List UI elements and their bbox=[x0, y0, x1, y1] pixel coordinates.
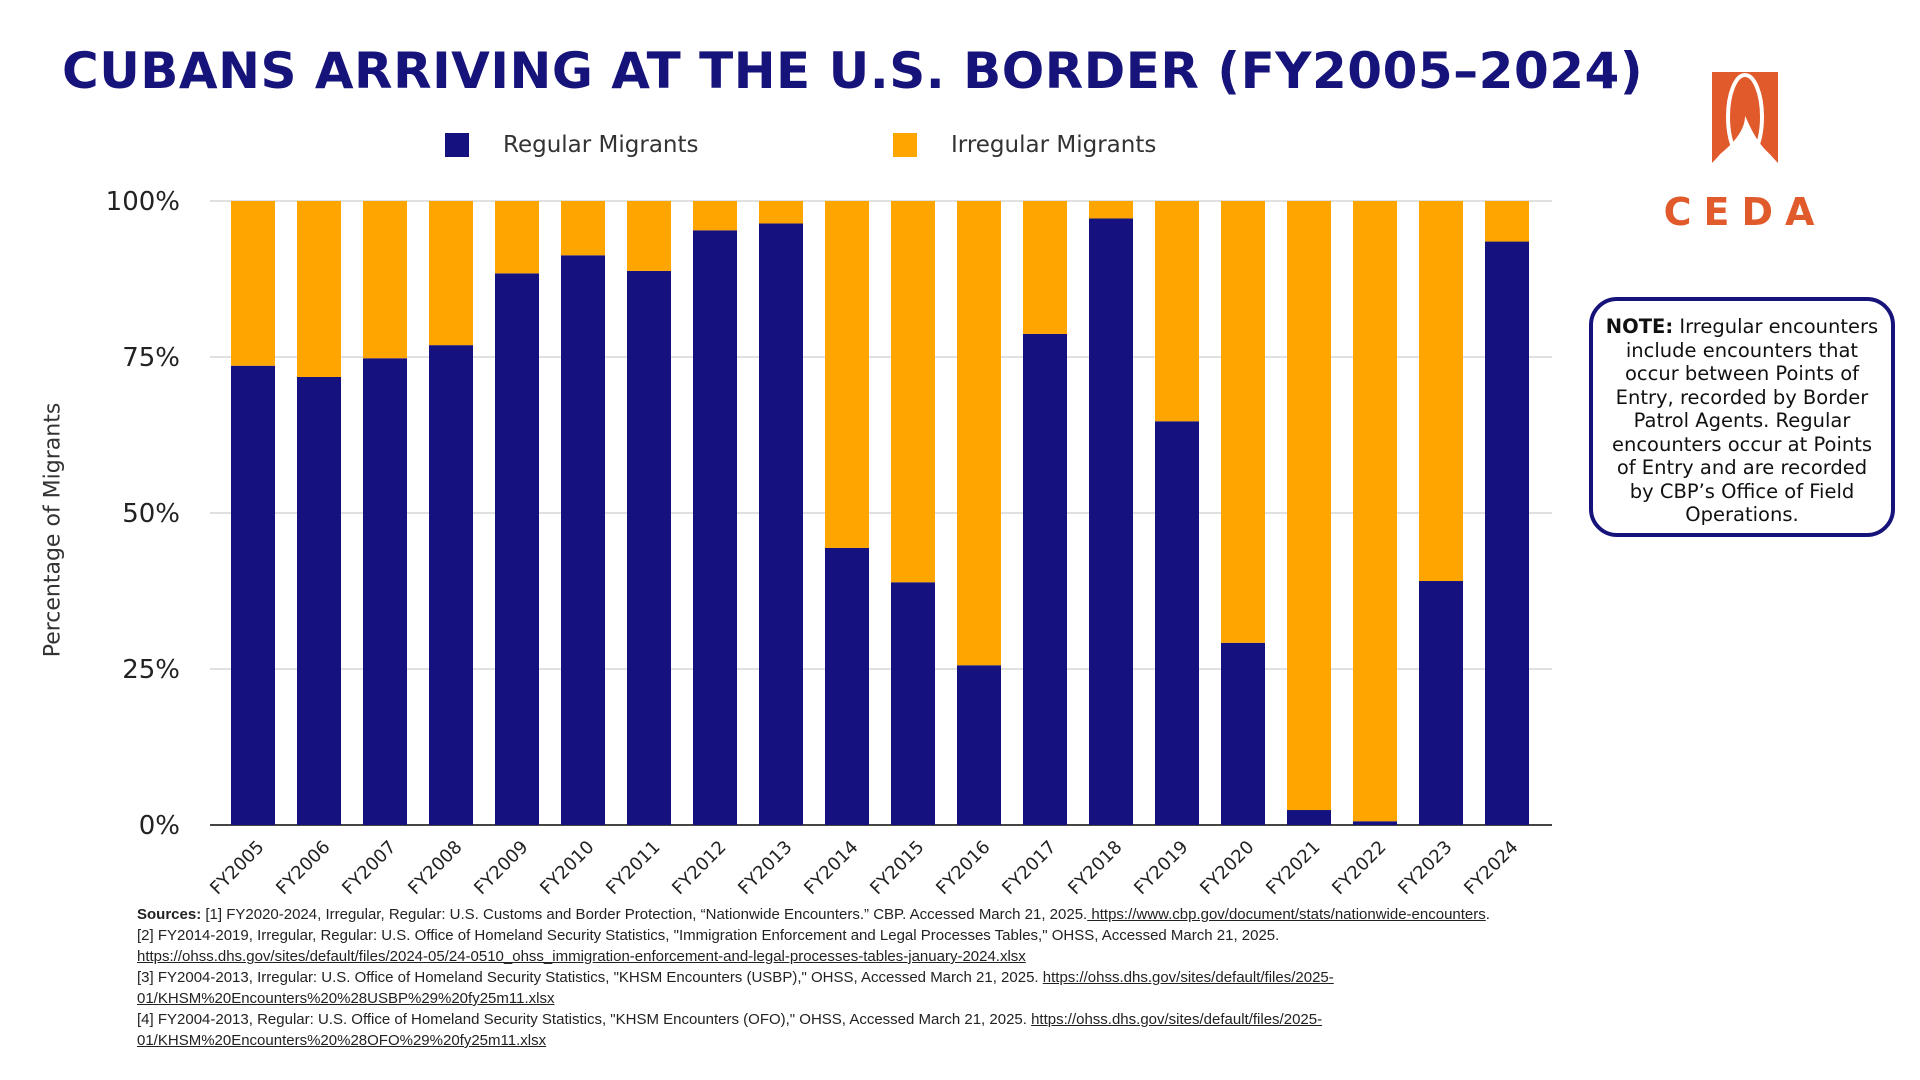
bar-regular bbox=[495, 273, 539, 825]
source-1: [1] FY2020-2024, Irregular, Regular: U.S… bbox=[201, 906, 1088, 923]
legend-label-irregular: Irregular Migrants bbox=[951, 132, 1157, 158]
x-tick-label: FY2022 bbox=[1328, 837, 1390, 899]
x-tick-label: FY2018 bbox=[1064, 837, 1126, 899]
legend-swatch-irregular bbox=[893, 133, 917, 157]
x-tick-label: FY2008 bbox=[404, 837, 466, 899]
bar-irregular bbox=[1089, 201, 1133, 219]
source-1-link[interactable]: https://www.cbp.gov/document/stats/natio… bbox=[1087, 906, 1486, 923]
bar-regular bbox=[1485, 241, 1529, 825]
y-axis-label: Percentage of Migrants bbox=[40, 402, 66, 658]
bar-regular bbox=[231, 365, 275, 825]
bar-regular bbox=[891, 582, 935, 825]
bar-irregular bbox=[957, 201, 1001, 666]
bar-irregular bbox=[1221, 201, 1265, 643]
x-tick-label: FY2016 bbox=[932, 837, 994, 899]
legend-irregular: Irregular Migrants bbox=[893, 132, 1156, 158]
bar-regular bbox=[1155, 421, 1199, 825]
source-2-link[interactable]: https://ohss.dhs.gov/sites/default/files… bbox=[137, 948, 1026, 965]
bar-irregular bbox=[1023, 201, 1067, 334]
bar-regular bbox=[1089, 218, 1133, 826]
bar-irregular bbox=[759, 201, 803, 224]
legend-label-regular: Regular Migrants bbox=[503, 132, 699, 158]
x-tick-label: FY2019 bbox=[1130, 837, 1192, 899]
x-tick-label: FY2014 bbox=[800, 837, 862, 899]
bar-regular bbox=[693, 230, 737, 825]
source-4: [4] FY2004-2013, Regular: U.S. Office of… bbox=[137, 1011, 1032, 1028]
legend-swatch-regular bbox=[445, 133, 469, 157]
bar-irregular bbox=[561, 201, 605, 256]
x-tick-label: FY2021 bbox=[1262, 837, 1324, 899]
x-tick-label: FY2009 bbox=[470, 837, 532, 899]
x-tick-label: FY2017 bbox=[998, 837, 1060, 899]
bar-regular bbox=[363, 358, 407, 825]
bar-regular bbox=[957, 665, 1001, 825]
sources-label: Sources: bbox=[137, 906, 202, 923]
bar-irregular bbox=[1419, 201, 1463, 582]
source-3: [3] FY2004-2013, Irregular: U.S. Office … bbox=[137, 969, 1043, 986]
x-tick-label: FY2024 bbox=[1460, 837, 1522, 899]
bar-irregular bbox=[363, 201, 407, 359]
bar-regular bbox=[561, 255, 605, 826]
bar-irregular bbox=[1353, 201, 1397, 822]
x-tick-label: FY2020 bbox=[1196, 837, 1258, 899]
bar-regular bbox=[297, 376, 341, 825]
x-tick-label: FY2005 bbox=[206, 837, 268, 899]
x-tick-label: FY2015 bbox=[866, 837, 928, 899]
x-tick-label: FY2011 bbox=[602, 837, 664, 899]
sources: Sources: [1] FY2020-2024, Irregular, Reg… bbox=[137, 906, 1490, 1049]
x-tick-label: FY2012 bbox=[668, 837, 730, 899]
x-tick-label: FY2023 bbox=[1394, 837, 1456, 899]
y-tick-label: 100% bbox=[106, 187, 180, 217]
x-tick-label: FY2006 bbox=[272, 837, 334, 899]
y-tick-label: 75% bbox=[122, 343, 180, 373]
bar-regular bbox=[1353, 821, 1397, 825]
bar-regular bbox=[627, 270, 671, 825]
bar-regular bbox=[429, 345, 473, 825]
chart-title: CUBANS ARRIVING AT THE U.S. BORDER (FY20… bbox=[62, 42, 1644, 100]
x-tick-label: FY2010 bbox=[536, 837, 598, 899]
source-2: [2] FY2014-2019, Irregular, Regular: U.S… bbox=[137, 927, 1280, 944]
note-box: NOTE: Irregular encounters include encou… bbox=[1589, 297, 1895, 537]
bar-irregular bbox=[1485, 201, 1529, 242]
bar-irregular bbox=[693, 201, 737, 231]
legend-regular: Regular Migrants bbox=[445, 132, 699, 158]
source-3-link[interactable]: https://ohss.dhs.gov/sites/default/files… bbox=[137, 969, 1334, 1007]
bar-irregular bbox=[627, 201, 671, 271]
bar-regular bbox=[825, 547, 869, 825]
note-text: Irregular encounters include encounters … bbox=[1611, 315, 1879, 526]
source-4-link[interactable]: https://ohss.dhs.gov/sites/default/files… bbox=[137, 1011, 1323, 1049]
note-label: NOTE: bbox=[1605, 315, 1674, 338]
svg-text:CEDA: CEDA bbox=[1664, 190, 1827, 234]
bar-regular bbox=[759, 223, 803, 826]
bar-irregular bbox=[297, 201, 341, 377]
x-tick-label: FY2013 bbox=[734, 837, 796, 899]
bar-irregular bbox=[429, 201, 473, 346]
bar-regular bbox=[1287, 810, 1331, 825]
bar-irregular bbox=[1155, 201, 1199, 422]
bar-irregular bbox=[891, 201, 935, 583]
bar-irregular bbox=[231, 201, 275, 366]
y-tick-label: 25% bbox=[122, 655, 180, 685]
x-tick-label: FY2007 bbox=[338, 837, 400, 899]
bar-regular bbox=[1221, 642, 1265, 825]
bar-irregular bbox=[495, 201, 539, 274]
y-tick-label: 50% bbox=[122, 499, 180, 529]
bar-regular bbox=[1419, 581, 1463, 825]
bar-regular bbox=[1023, 333, 1067, 825]
y-tick-label: 0% bbox=[139, 811, 180, 841]
bar-irregular bbox=[1287, 201, 1331, 811]
bar-irregular bbox=[825, 201, 869, 548]
ceda-logo: CEDA bbox=[1664, 72, 1827, 234]
